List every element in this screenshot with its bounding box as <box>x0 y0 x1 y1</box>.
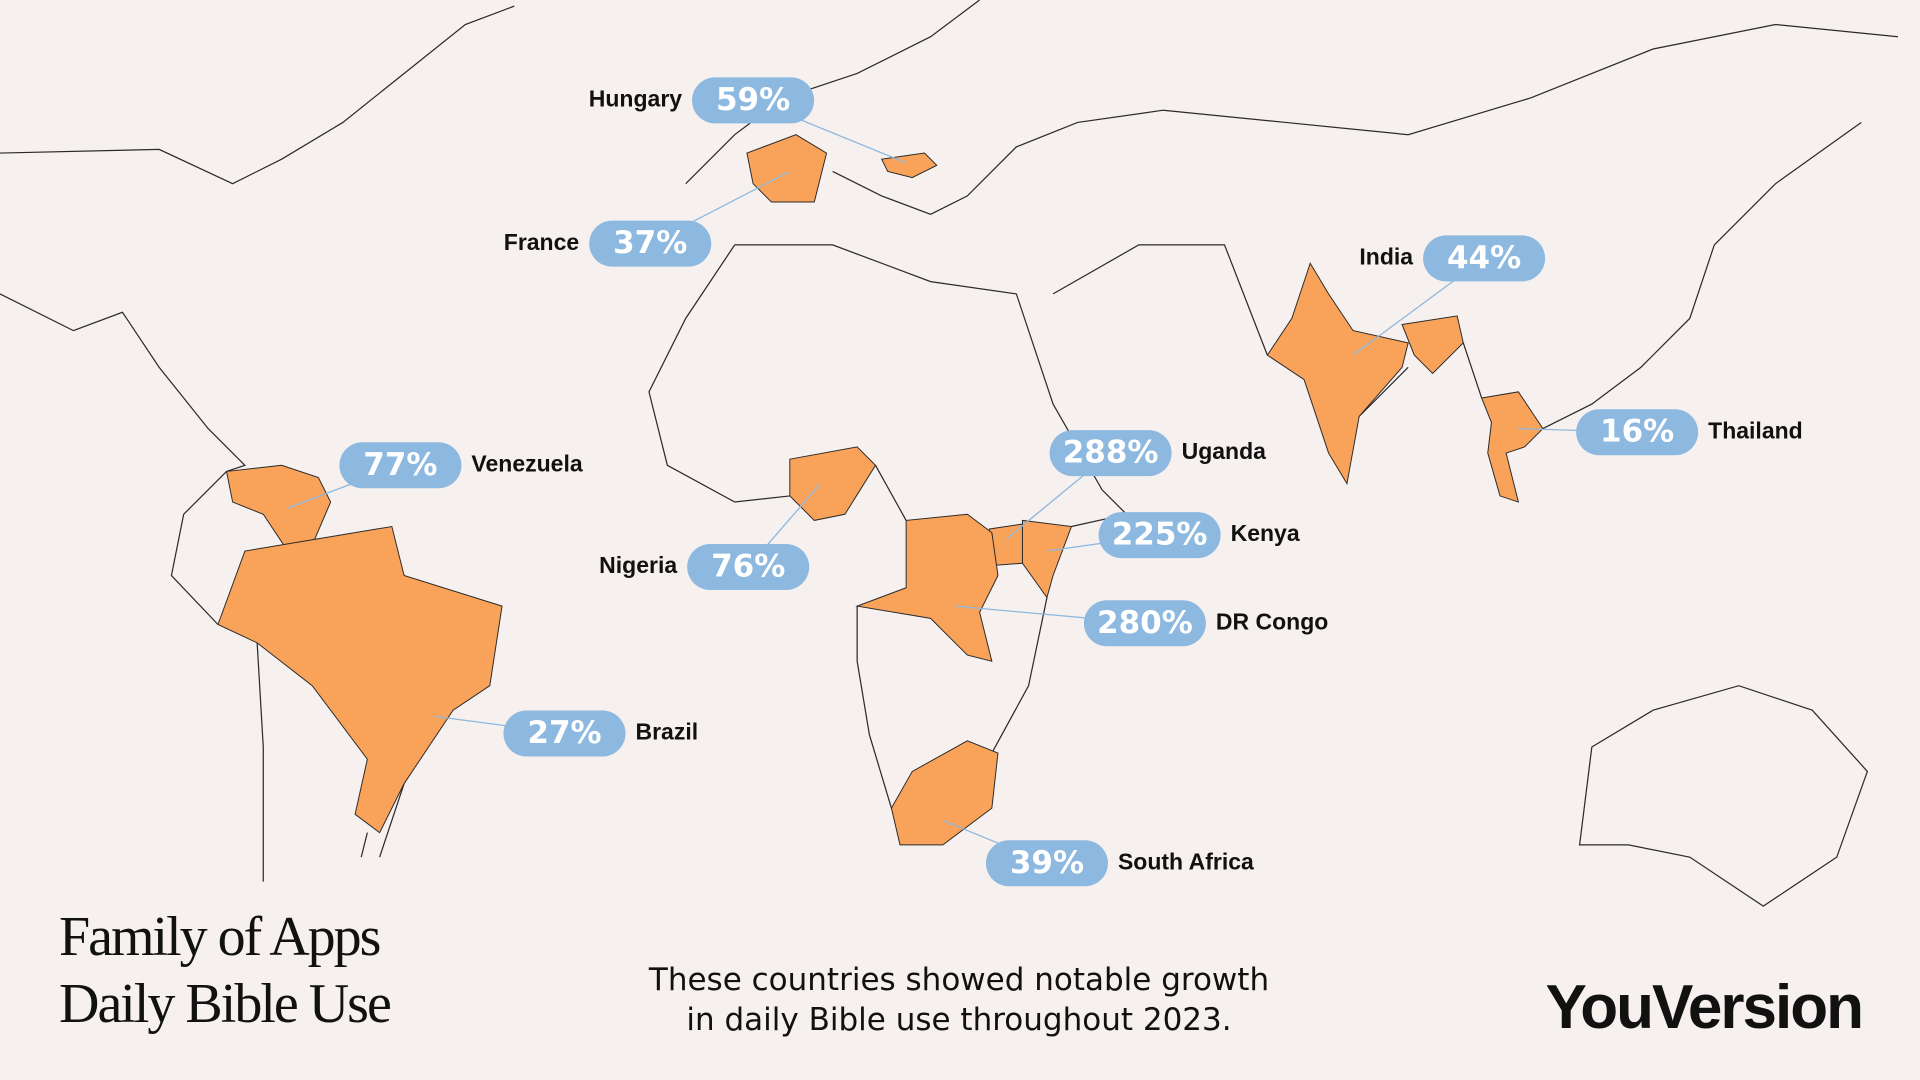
growth-pill <box>687 543 810 590</box>
country-shape <box>225 464 332 552</box>
growth-pill <box>692 77 815 124</box>
country-shape <box>217 525 503 834</box>
growth-label: 27% <box>527 715 601 751</box>
growth-pill <box>985 840 1108 887</box>
country-shape <box>890 740 999 846</box>
outline-north-america <box>0 5 515 473</box>
growth-pill <box>1083 600 1206 647</box>
growth-label: 225% <box>1112 517 1208 553</box>
basemap <box>0 0 1899 907</box>
country-name: South Africa <box>1118 848 1254 874</box>
country-name: Kenya <box>1231 520 1300 546</box>
growth-label: 37% <box>613 225 687 261</box>
title-line: Daily Bible Use <box>59 973 390 1035</box>
outline-asia <box>1052 121 1862 430</box>
growth-label: 44% <box>1447 240 1521 276</box>
growth-pill <box>589 220 712 267</box>
title-line: Family of Apps <box>59 906 380 968</box>
outline-africa <box>648 244 1128 809</box>
growth-label: 59% <box>716 82 790 118</box>
growth-label: 77% <box>363 447 437 483</box>
country-shape <box>1021 519 1073 599</box>
growth-label: 16% <box>1600 414 1674 450</box>
growth-label: 288% <box>1063 435 1159 471</box>
labels: 59% Hungary 37% France 44% India 16% Thailand 77… <box>287 77 1803 887</box>
country-shape <box>1266 262 1409 486</box>
country-name: India <box>1359 243 1413 269</box>
country-shape <box>855 513 999 662</box>
subtitle-line: These countries showed notable growth <box>648 962 1269 998</box>
country-name: Brazil <box>635 719 698 745</box>
outline-south-america <box>170 470 405 882</box>
growth-pill <box>1049 430 1172 477</box>
country-name: Venezuela <box>471 450 582 476</box>
brand-logo: YouVersion <box>1546 973 1863 1042</box>
country-name: Thailand <box>1708 417 1803 443</box>
country-name: France <box>504 229 579 255</box>
country-shape <box>1480 391 1544 503</box>
country-name: DR Congo <box>1216 608 1328 634</box>
growth-label: 280% <box>1097 605 1193 641</box>
growth-label: 76% <box>711 548 785 584</box>
growth-pill <box>1423 235 1546 282</box>
subtitle-line: in daily Bible use throughout 2023. <box>686 1002 1231 1038</box>
country-shape <box>789 446 877 521</box>
country-name: Hungary <box>589 85 683 111</box>
outline-australia <box>1578 685 1869 907</box>
outline-europe <box>685 0 1899 215</box>
growth-pill <box>339 442 462 489</box>
country-name: Uganda <box>1182 438 1267 464</box>
growth-label: 39% <box>1010 845 1084 881</box>
growth-pill <box>1576 409 1699 456</box>
country-shape <box>746 134 828 203</box>
growth-pill <box>503 710 626 757</box>
country-name: Nigeria <box>599 552 677 578</box>
growth-pill <box>1098 512 1221 559</box>
country-shape <box>1401 315 1464 375</box>
